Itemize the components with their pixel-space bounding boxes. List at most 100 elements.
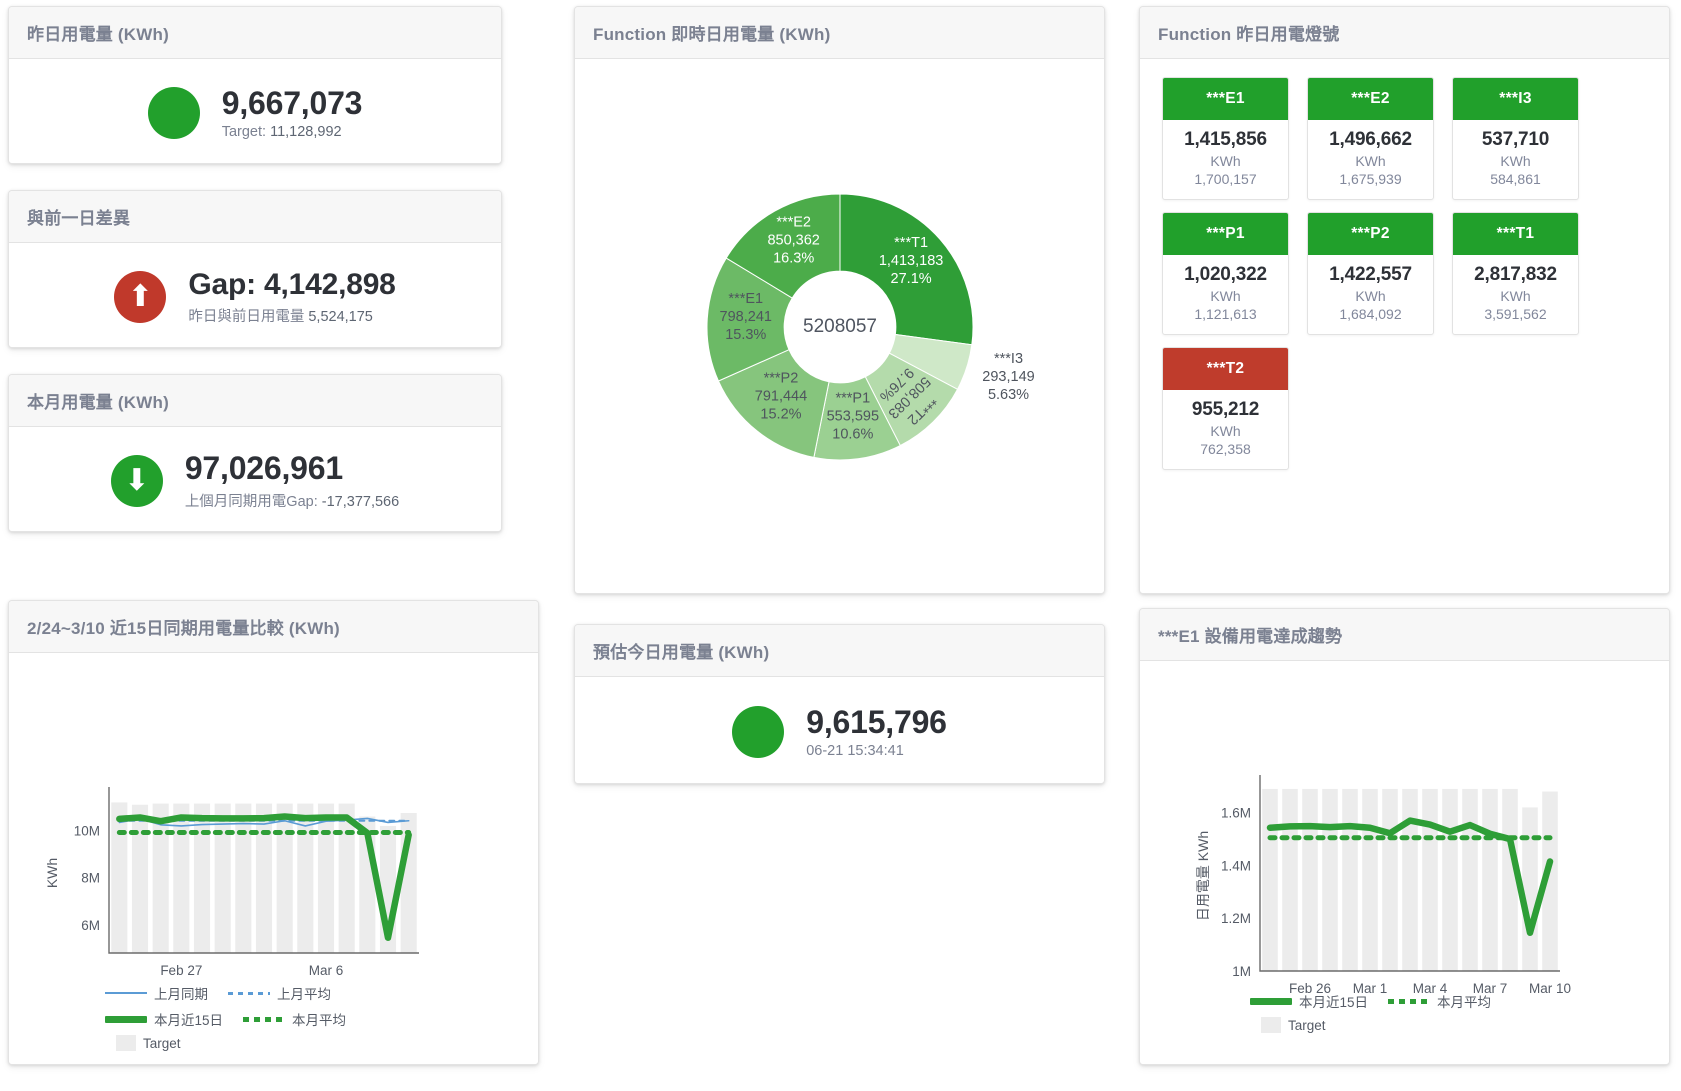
chart-y-tick-label: 1.2M <box>1221 911 1251 926</box>
status-light-target: 1,700,157 <box>1194 171 1257 187</box>
chart-x-tick-label: Mar 1 <box>1353 981 1388 996</box>
kpi-subtext-yesterday: Target: 11,128,992 <box>222 124 363 140</box>
chart-15day-legend: 上月同期 上月平均本月近15日 本月平均 Target <box>105 983 366 1057</box>
chart-target-bar <box>255 803 273 953</box>
legend-swatch-icon <box>243 1012 286 1026</box>
status-light-body: 537,710 KWh 584,861 <box>1453 120 1578 199</box>
chart-target-bar <box>235 803 252 953</box>
legend-swatch-icon <box>1250 994 1292 1008</box>
legend-item[interactable]: 本月近15日 <box>1250 991 1368 1011</box>
status-light-unit: KWh <box>1355 153 1386 169</box>
donut-slice[interactable] <box>725 193 841 299</box>
status-light-grid: ***E1 1,415,856 KWh 1,700,157 ***E2 1,496,662… <box>1140 59 1669 488</box>
status-light-card[interactable]: ***T2 955,212 KWh 762,358 <box>1162 347 1289 470</box>
chart-e1-trend: 1M 1.2M 1.4M 1.6M Feb 26 Mar 1 Mar 4 Mar 7 Mar 1… <box>1140 661 1669 1064</box>
status-light-unit: KWh <box>1500 288 1531 304</box>
chart-target-bar <box>1382 788 1398 971</box>
kpi-value-difference: Gap: 4,142,898 <box>188 268 396 302</box>
card-estimate-today: 預估今日用電量 (KWh) 9,615,796 06-21 15:34:41 <box>574 624 1105 784</box>
chart-target-bar <box>1402 788 1418 971</box>
legend-swatch-icon <box>1388 994 1431 1008</box>
chart-target-bar <box>111 802 128 953</box>
legend-row: Target <box>105 1035 366 1051</box>
chart-target-bar <box>1482 788 1498 971</box>
legend-label: 本月近15日 <box>154 1013 224 1028</box>
svg-text:850,362: 850,362 <box>767 233 819 249</box>
status-light-name: ***E1 <box>1163 78 1288 120</box>
card-body-e1-trend: 1M 1.2M 1.4M 1.6M Feb 26 Mar 1 Mar 4 Mar 7 Mar 1… <box>1140 661 1669 1064</box>
legend-swatch-icon <box>116 1035 136 1051</box>
status-light-unit: KWh <box>1355 288 1386 304</box>
status-light-body: 1,415,856 KWh 1,700,157 <box>1163 120 1288 199</box>
legend-swatch-icon <box>105 1012 147 1026</box>
arrow-down-circle-icon: ⬇ <box>110 455 163 507</box>
status-light-card[interactable]: ***P2 1,422,557 KWh 1,684,092 <box>1307 212 1434 335</box>
chart-y-axis-label: KWh <box>44 858 60 888</box>
status-light-name: ***E2 <box>1308 78 1433 120</box>
kpi-value-yesterday: 9,667,073 <box>221 84 363 121</box>
donut-chart: ***T1 1,413,183 27.1% ***I3 293,149 5.63% ***T… <box>575 59 1104 593</box>
status-light-target: 1,121,613 <box>1194 306 1257 322</box>
status-light-value: 537,710 <box>1481 129 1550 150</box>
legend-item[interactable]: 本月平均 <box>1388 991 1491 1011</box>
chart-axis <box>1259 775 1560 972</box>
kpi-value-estimate: 9,615,796 <box>806 703 947 740</box>
svg-text:10.6%: 10.6% <box>832 427 873 443</box>
chart-target-bar <box>1442 788 1458 971</box>
chart-y-tick-label: 10M <box>74 824 100 839</box>
status-light-card[interactable]: ***E1 1,415,856 KWh 1,700,157 <box>1162 77 1289 200</box>
status-light-target: 762,358 <box>1200 441 1251 457</box>
card-body-month-usage: ⬇ 97,026,961 上個月同期用電Gap: -17,377,566 <box>9 427 501 531</box>
kpi-sub-label: 上個月同期用電Gap: <box>184 493 318 510</box>
card-body-day-difference: ⬆ Gap: 4,142,898 昨日與前日用電量 5,524,175 <box>9 243 501 347</box>
donut-slice[interactable] <box>706 257 793 382</box>
status-light-target: 1,675,939 <box>1339 171 1402 187</box>
legend-item[interactable]: 上月同期 <box>105 983 208 1003</box>
chart-target-bar <box>338 803 355 953</box>
status-light-card[interactable]: ***T1 2,817,832 KWh 3,591,562 <box>1452 212 1579 335</box>
chart-x-tick-label: Mar 10 <box>1529 981 1571 996</box>
chart-target-bar <box>1362 788 1378 971</box>
legend-label: 本月近15日 <box>1299 995 1369 1010</box>
kpi-sub-value: 11,128,992 <box>270 124 342 141</box>
status-light-body: 955,212 KWh 762,358 <box>1163 390 1288 469</box>
chart-15day: 6M 8M 10M Feb 27 Mar 6 KWh 上月同期 上月平均 本月近15日 本月平均… <box>9 653 538 1064</box>
card-status-lights: Function 昨日用電燈號 ***E1 1,415,856 KWh 1,700,1… <box>1139 6 1670 594</box>
svg-text:791,444: 791,444 <box>755 389 807 405</box>
card-body-yesterday-usage: 9,667,073 Target: 11,128,992 <box>9 59 501 163</box>
kpi-subtext-month: 上個月同期用電Gap: -17,377,566 <box>185 490 399 511</box>
status-light-card[interactable]: ***I3 537,710 KWh 584,861 <box>1452 77 1579 200</box>
legend-item[interactable]: 上月平均 <box>228 983 331 1003</box>
card-15day-comparison: 2/24~3/10 近15日同期用電量比較 (KWh) 6M 8M 10M Feb 2… <box>8 600 539 1065</box>
chart-x-tick-label: Mar 7 <box>1473 981 1508 996</box>
kpi-yesterday: 9,667,073 Target: 11,128,992 <box>9 59 501 163</box>
legend-item[interactable]: Target <box>1250 1017 1326 1033</box>
kpi-difference: ⬆ Gap: 4,142,898 昨日與前日用電量 5,524,175 <box>9 243 501 347</box>
legend-label: 上月平均 <box>277 987 331 1002</box>
donut-slice-label: ***T1 1,413,183 27.1% <box>879 235 944 287</box>
legend-item[interactable]: Target <box>105 1035 181 1051</box>
status-light-unit: KWh <box>1210 153 1241 169</box>
card-body-donut: ***T1 1,413,183 27.1% ***I3 293,149 5.63% ***T… <box>575 59 1104 593</box>
legend-item[interactable]: 本月近15日 <box>105 1009 223 1029</box>
status-light-card[interactable]: ***P1 1,020,322 KWh 1,121,613 <box>1162 212 1289 335</box>
kpi-timestamp-estimate: 06-21 15:34:41 <box>806 743 904 760</box>
arrow-up-icon: ⬆ <box>127 279 153 314</box>
donut-slice[interactable] <box>839 193 974 346</box>
chart-x-tick-label: Feb 26 <box>1289 981 1331 996</box>
chart-target-bar <box>152 803 169 953</box>
status-light-value: 1,422,557 <box>1329 264 1412 285</box>
chart-y-tick-label: 1.4M <box>1221 858 1251 873</box>
legend-item[interactable]: 本月平均 <box>243 1009 346 1029</box>
chart-axis <box>108 787 419 954</box>
chart-target-bar <box>276 803 293 953</box>
svg-text:***I3: ***I3 <box>994 351 1023 367</box>
chart-target-bar <box>1322 788 1338 971</box>
legend-swatch-icon <box>105 986 147 1000</box>
status-light-card[interactable]: ***E2 1,496,662 KWh 1,675,939 <box>1307 77 1434 200</box>
donut-slice[interactable] <box>717 349 830 458</box>
status-circle-green-icon <box>732 706 785 758</box>
donut-slice-label: ***P1 553,595 10.6% <box>827 391 879 443</box>
chart-target-bar <box>214 803 231 953</box>
status-light-value: 1,496,662 <box>1329 129 1412 150</box>
